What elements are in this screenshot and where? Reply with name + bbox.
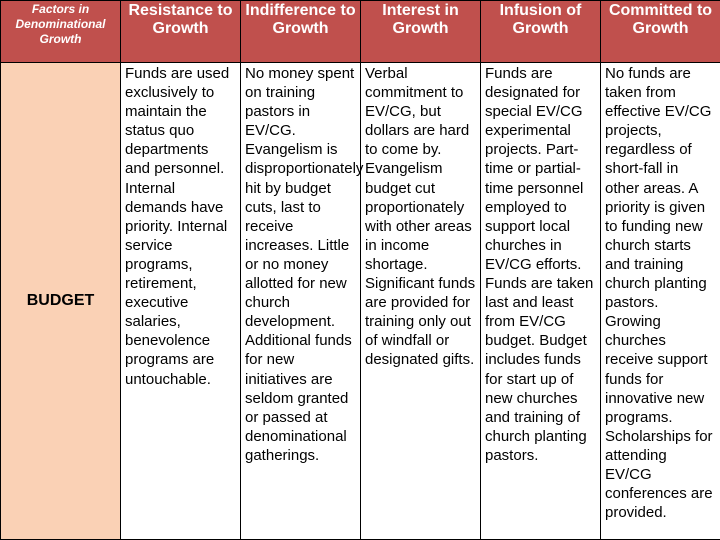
column-header-interest: Interest in Growth <box>360 0 481 63</box>
cell-committed: No funds are taken from effective EV/CG … <box>600 62 720 540</box>
cell-interest: Verbal commitment to EV/CG, but dollars … <box>360 62 481 540</box>
column-header-infusion: Infusion of Growth <box>480 0 601 63</box>
column-header-committed: Committed to Growth <box>600 0 720 63</box>
cell-infusion: Funds are designated for special EV/CG e… <box>480 62 601 540</box>
header-row: Factors in Denominational Growth Resista… <box>0 0 720 63</box>
column-header-resistance: Resistance to Growth <box>120 0 241 63</box>
row-label-budget: BUDGET <box>0 62 121 540</box>
cell-indifference: No money spent on training pastors in EV… <box>240 62 363 540</box>
cell-resistance: Funds are used exclusively to maintain t… <box>120 62 241 540</box>
factors-header: Factors in Denominational Growth <box>0 0 121 63</box>
column-header-indifference: Indifference to Growth <box>240 0 361 63</box>
budget-row: BUDGET Funds are used exclusively to mai… <box>0 62 720 540</box>
